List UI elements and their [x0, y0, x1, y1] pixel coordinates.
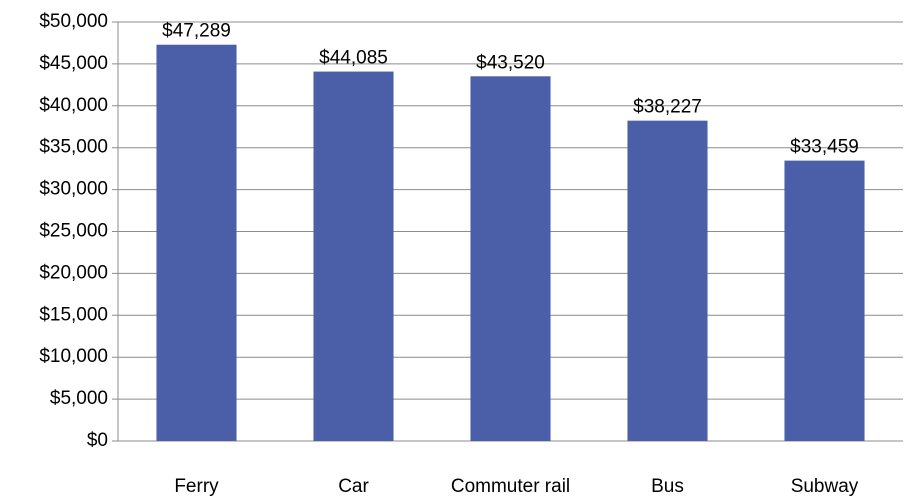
y-tick-label: $20,000 [39, 262, 108, 283]
x-tick-label: Car [338, 476, 369, 497]
y-tick-label: $50,000 [39, 11, 108, 32]
y-tick-label: $30,000 [39, 179, 108, 200]
y-tick-label: $45,000 [39, 53, 108, 74]
bar [784, 160, 865, 441]
bar [627, 120, 708, 441]
value-label: $47,289 [162, 21, 231, 42]
x-tick-label: Commuter rail [451, 476, 570, 497]
bar [470, 76, 551, 441]
x-tick-label: Ferry [174, 476, 219, 497]
y-tick-label: $35,000 [39, 137, 108, 158]
value-label: $33,459 [790, 137, 859, 158]
y-tick-label: $25,000 [39, 221, 108, 242]
y-tick-label: $10,000 [39, 346, 108, 367]
value-label: $44,085 [319, 48, 388, 69]
y-tick-label: $5,000 [50, 388, 108, 409]
x-tick-label: Bus [651, 476, 684, 497]
bar [313, 71, 394, 442]
y-tick-label: $40,000 [39, 95, 108, 116]
x-tick-label: Subway [791, 476, 859, 497]
value-label: $38,227 [633, 97, 702, 118]
value-label: $43,520 [476, 52, 545, 73]
y-tick-label: $15,000 [39, 304, 108, 325]
bar [156, 44, 237, 442]
y-tick-label: $0 [87, 430, 108, 451]
